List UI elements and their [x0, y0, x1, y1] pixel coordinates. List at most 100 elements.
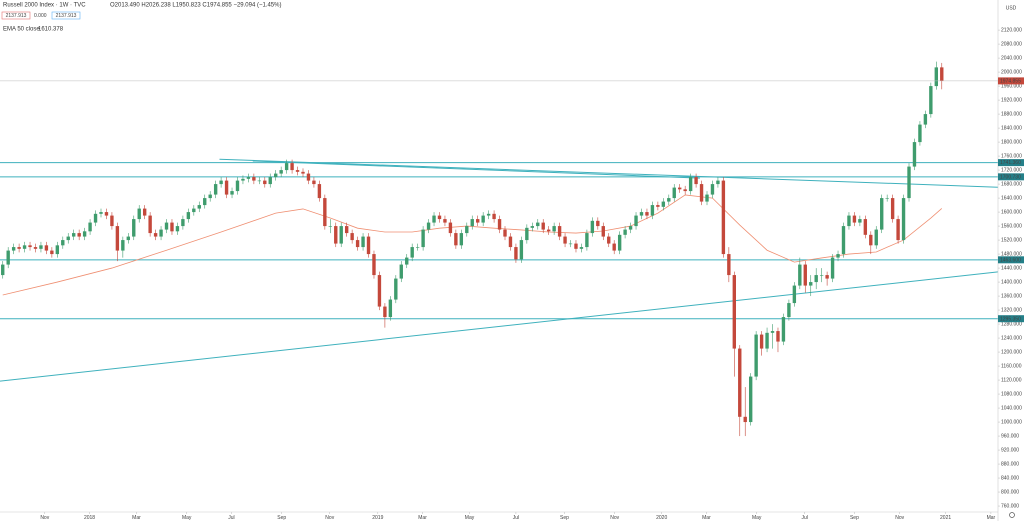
candle-body	[874, 229, 878, 246]
candle-body	[596, 220, 600, 227]
y-tick-label: 1120.000	[1001, 377, 1022, 383]
candle-body	[235, 180, 240, 192]
y-tick-label: 1160.000	[1001, 363, 1022, 369]
y-tick-label: 960.000	[1001, 433, 1019, 439]
indicator-name: EMA 50 close	[3, 27, 40, 33]
candle-body	[175, 226, 180, 232]
x-tick-label: Jul	[802, 515, 808, 521]
candle-body	[880, 198, 884, 230]
candle-body	[317, 184, 322, 199]
candle-body	[481, 215, 485, 223]
candle-body	[186, 212, 191, 220]
y-tick-label: 1040.000	[1001, 405, 1022, 411]
candle-body	[72, 233, 76, 237]
candle-body	[274, 173, 278, 178]
candle-body	[492, 213, 496, 220]
y-tick-label: 1760.000	[1001, 153, 1022, 159]
candle-body	[224, 180, 229, 195]
level-tag	[998, 173, 1024, 181]
candle-body	[66, 236, 70, 241]
candle-body	[869, 234, 873, 246]
x-tick-label: Sep	[850, 515, 859, 521]
candle-body	[798, 264, 802, 286]
candle-body	[306, 173, 311, 181]
x-tick-label: Mar	[702, 515, 711, 521]
y-tick-label: 1720.000	[1001, 167, 1022, 173]
candle-body	[28, 245, 32, 248]
candle-body	[6, 250, 10, 265]
candle-body	[181, 219, 185, 227]
y-tick-label: 760.000	[1001, 503, 1019, 509]
candle-body	[934, 67, 938, 87]
candle-body	[486, 213, 491, 216]
settings-button[interactable]	[1009, 512, 1015, 518]
candle-body	[678, 187, 682, 190]
candle-body	[847, 215, 851, 227]
candle-body	[230, 191, 234, 195]
candle-body	[366, 236, 371, 255]
candle-body	[148, 215, 152, 234]
candle-body	[82, 231, 87, 237]
candle-body	[159, 229, 163, 237]
candle-body	[99, 212, 103, 214]
candle-body	[476, 219, 480, 223]
candle-body	[137, 208, 141, 220]
candle-body	[836, 254, 840, 258]
candle-body	[519, 240, 524, 260]
candle-body	[170, 222, 174, 232]
x-tick-label: Sep	[560, 515, 569, 521]
candle-body	[104, 212, 109, 216]
candle-body	[344, 226, 349, 234]
candle-body	[203, 198, 207, 206]
candle-body	[355, 240, 360, 248]
candle-body	[465, 226, 469, 234]
candle-body	[437, 215, 442, 220]
candle-body	[219, 180, 223, 185]
candle-body	[759, 334, 764, 349]
candle-body	[667, 198, 671, 202]
y-tick-label: 2080.000	[1001, 41, 1022, 47]
x-tick-label: 2020	[656, 515, 667, 521]
x-tick-label: May	[182, 515, 192, 521]
candle-body	[585, 233, 589, 248]
candle-body	[290, 163, 294, 171]
x-tick-label: May	[752, 515, 762, 521]
chart-title: Russell 2000 Index · 1W · TVC	[3, 3, 86, 9]
candle-body	[44, 245, 49, 251]
y-tick-label: 880.000	[1001, 461, 1019, 467]
candle-body	[923, 114, 928, 125]
candle-body	[39, 245, 43, 249]
candle-body	[252, 177, 256, 181]
input-box[interactable]	[1, 11, 31, 20]
x-tick-label: Mar	[132, 515, 141, 521]
candle-body	[350, 233, 354, 241]
candle-body	[263, 180, 267, 185]
candle-body	[50, 250, 54, 255]
candle-body	[546, 229, 551, 232]
candle-body	[607, 236, 611, 244]
y-tick-label: 1240.000	[1001, 335, 1022, 341]
candle-body	[754, 334, 758, 377]
candle-body	[787, 303, 791, 318]
candle-body	[634, 215, 638, 227]
candle-body	[819, 275, 824, 276]
candle-body	[781, 317, 786, 342]
input-value: 2137.913	[6, 13, 27, 19]
candle-body	[142, 208, 147, 216]
candle-body	[115, 226, 120, 251]
level-tag	[998, 159, 1024, 167]
candle-body	[268, 177, 272, 185]
candle-body	[301, 171, 305, 174]
candle-body	[940, 67, 944, 81]
input-box[interactable]	[51, 11, 81, 20]
x-tick-label: May	[465, 515, 475, 521]
y-tick-label: 2120.000	[1001, 27, 1022, 33]
candle-body	[809, 282, 813, 286]
level-label: 1700.730	[1000, 174, 1021, 180]
level-tag	[998, 256, 1024, 264]
candle-body	[918, 124, 922, 143]
candle-body	[721, 180, 726, 255]
candle-body	[470, 219, 474, 227]
candle-body	[88, 222, 92, 232]
level-label: 1741.360	[1000, 160, 1021, 166]
